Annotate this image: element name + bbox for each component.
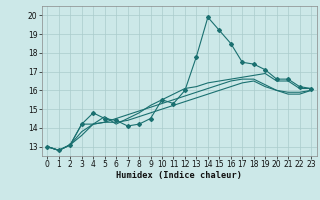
X-axis label: Humidex (Indice chaleur): Humidex (Indice chaleur) (116, 171, 242, 180)
